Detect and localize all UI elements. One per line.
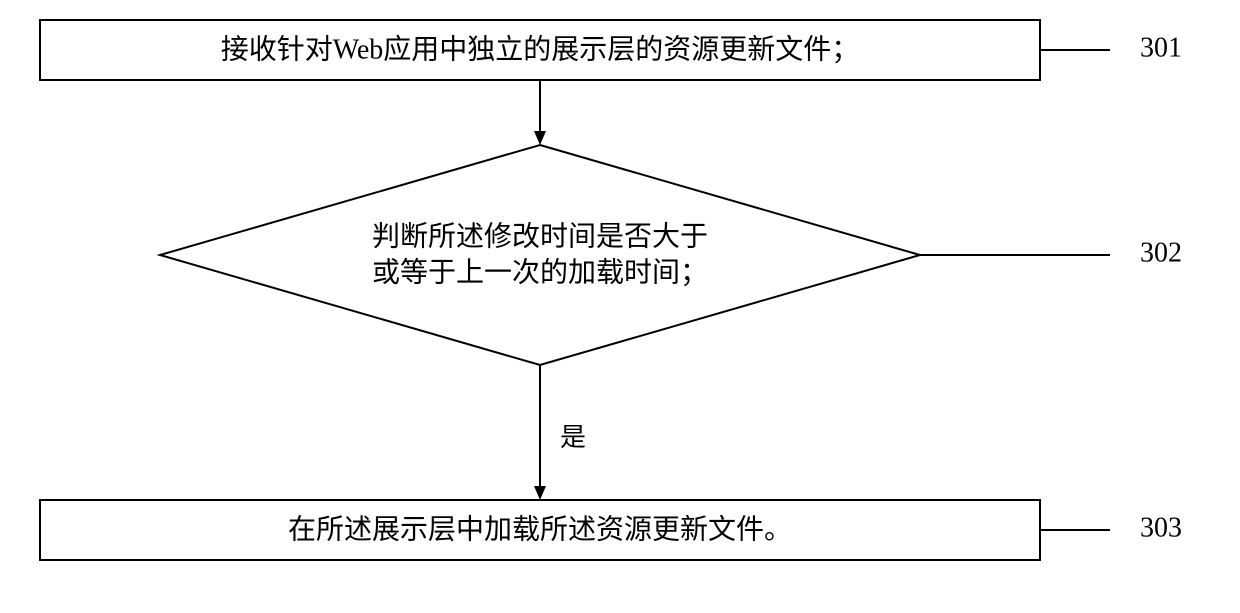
edge-302-303-arrowhead: [534, 486, 546, 500]
step-302-diamond: [160, 145, 920, 365]
step-303-label: 303: [1140, 512, 1182, 543]
step-303-text: 在所述展示层中加载所述资源更新文件。: [288, 513, 792, 545]
step-301-text: 接收针对Web应用中独立的展示层的资源更新文件；: [221, 33, 860, 65]
edge-302-303-label: 是: [560, 423, 586, 452]
step-301-label: 301: [1140, 32, 1182, 63]
step-302-text-line2: 或等于上一次的加载时间；: [372, 256, 708, 288]
step-302-label: 302: [1140, 237, 1182, 268]
step-302-text-line1: 判断所述修改时间是否大于: [372, 220, 708, 252]
edge-301-302-arrowhead: [534, 131, 546, 145]
